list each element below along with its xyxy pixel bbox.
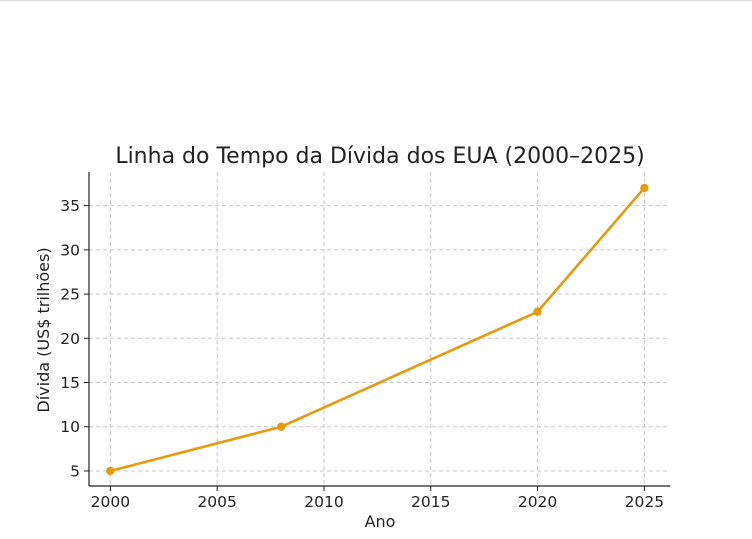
x-tick-label: 2005: [197, 493, 236, 511]
y-tick-label: 5: [70, 462, 80, 480]
y-axis-label: Dívida (US$ trilhões): [34, 247, 53, 412]
data-point: [533, 307, 542, 316]
y-tick-label: 20: [60, 330, 80, 348]
x-tick-label: 2015: [411, 493, 450, 511]
x-axis-label: Ano: [365, 512, 396, 531]
y-tick-label: 35: [60, 197, 80, 215]
y-tick-label: 25: [60, 286, 80, 304]
x-tick-label: 2000: [91, 493, 130, 511]
window-top-border: [0, 0, 752, 1]
y-tick-label: 15: [60, 374, 80, 392]
y-tick-label: 10: [60, 418, 80, 436]
x-tick-label: 2025: [625, 493, 664, 511]
data-point: [106, 466, 115, 476]
series-line: [110, 187, 646, 473]
x-tick-label: 2020: [518, 493, 557, 511]
data-point: [277, 422, 286, 431]
series-layer: [106, 183, 649, 476]
grid: [89, 172, 670, 486]
chart-title: Linha do Tempo da Dívida dos EUA (2000–2…: [115, 144, 644, 169]
y-tick-label: 30: [60, 241, 80, 259]
axes: [88, 172, 670, 487]
x-tick-label: 2010: [304, 493, 343, 511]
data-point: [640, 183, 649, 193]
